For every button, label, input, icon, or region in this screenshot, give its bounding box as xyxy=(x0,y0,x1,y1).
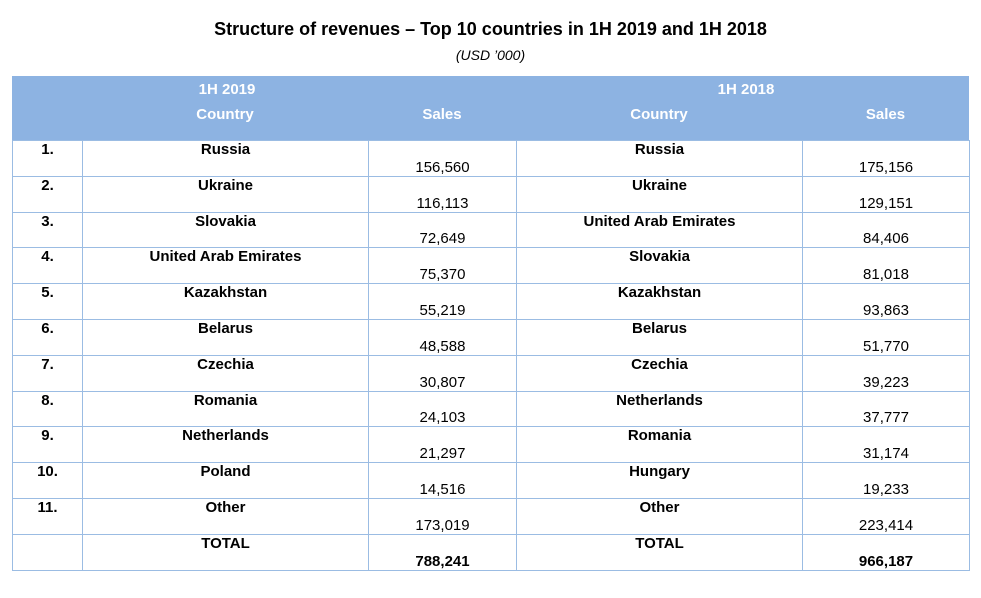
table-row: 2. Ukraine 116,113 Ukraine 129,151 xyxy=(12,175,970,213)
country-2019-cell: Ukraine xyxy=(82,175,369,213)
country-2018-cell: Belarus xyxy=(516,318,803,356)
sales-2018-cell: 19,233 xyxy=(802,462,970,499)
sales-2018-cell: 39,223 xyxy=(802,354,970,392)
country-2019-cell: Poland xyxy=(82,462,369,499)
table-row: 4. United Arab Emirates 75,370 Slovakia 81,0… xyxy=(12,247,970,285)
sales-2019-cell: 72,649 xyxy=(368,211,517,249)
sales-2019-cell: 156,560 xyxy=(368,140,517,177)
country-2018-cell: Romania xyxy=(516,426,803,464)
country-2019-cell: Belarus xyxy=(82,318,369,356)
country-2018-cell: United Arab Emirates xyxy=(516,211,803,249)
rank-cell: 10. xyxy=(12,462,83,499)
country-2019-header: Country xyxy=(196,106,254,123)
country-2018-header: Country xyxy=(630,106,688,123)
rank-cell: 1. xyxy=(12,140,83,177)
rank-cell: 5. xyxy=(12,283,83,320)
table-row: 5. Kazakhstan 55,219 Kazakhstan 93,863 xyxy=(12,283,970,320)
period-2018-label: 1H 2018 xyxy=(717,81,775,98)
sales-2019-cell: 21,297 xyxy=(368,426,517,464)
sales-2018-cell: 81,018 xyxy=(802,247,970,285)
table-row: 8. Romania 24,103 Netherlands 37,777 xyxy=(12,390,970,428)
table-header: 1H 2019 Country Sales 1H 2018 Country Sa… xyxy=(12,76,969,140)
country-2019-cell: Czechia xyxy=(82,354,369,392)
country-2019-cell: Other xyxy=(82,497,369,535)
rank-cell: 11. xyxy=(12,497,83,535)
country-2019-cell: Kazakhstan xyxy=(82,283,369,320)
sales-2018-cell: 51,770 xyxy=(802,318,970,356)
country-2019-cell: Romania xyxy=(82,390,369,428)
sales-2018-cell: 175,156 xyxy=(802,140,970,177)
country-2018-cell: Russia xyxy=(516,140,803,177)
table-row: 7. Czechia 30,807 Czechia 39,223 xyxy=(12,354,970,392)
table-row: 11. Other 173,019 Other 223,414 xyxy=(12,497,970,535)
country-2018-cell: Czechia xyxy=(516,354,803,392)
sales-2019-cell: 48,588 xyxy=(368,318,517,356)
table-row: 3. Slovakia 72,649 United Arab Emirates 84,4… xyxy=(12,211,970,249)
country-2018-cell: Other xyxy=(516,497,803,535)
sales-2019-cell: 30,807 xyxy=(368,354,517,392)
country-2019-cell: Netherlands xyxy=(82,426,369,464)
rank-cell: 8. xyxy=(12,390,83,428)
total-2019-sales: 788,241 xyxy=(368,533,517,571)
rank-cell: 2. xyxy=(12,175,83,213)
rank-cell: 3. xyxy=(12,211,83,249)
sales-2018-cell: 93,863 xyxy=(802,283,970,320)
country-2018-cell: Netherlands xyxy=(516,390,803,428)
sales-2018-cell: 31,174 xyxy=(802,426,970,464)
period-2019-label: 1H 2019 xyxy=(198,81,256,98)
table-row: 9. Netherlands 21,297 Romania 31,174 xyxy=(12,426,970,464)
table-title: Structure of revenues – Top 10 countries… xyxy=(214,19,767,39)
total-2018-label: TOTAL xyxy=(516,533,803,571)
country-2019-cell: Slovakia xyxy=(82,211,369,249)
table-row: 10. Poland 14,516 Hungary 19,233 xyxy=(12,462,970,499)
revenue-table: 1. Russia 156,560 Russia 175,156 2. Ukraine 116… xyxy=(12,140,970,571)
table-row: 1. Russia 156,560 Russia 175,156 xyxy=(12,140,970,177)
total-row: TOTAL 788,241 TOTAL 966,187 xyxy=(12,533,970,571)
sales-2018-cell: 223,414 xyxy=(802,497,970,535)
sales-2018-header: Sales xyxy=(865,106,906,123)
sales-2019-cell: 24,103 xyxy=(368,390,517,428)
sales-2018-cell: 84,406 xyxy=(802,211,970,249)
total-2019-label: TOTAL xyxy=(82,533,369,571)
rank-cell: 4. xyxy=(12,247,83,285)
sales-2018-cell: 129,151 xyxy=(802,175,970,213)
total-2018-sales: 966,187 xyxy=(802,533,970,571)
sales-2019-cell: 173,019 xyxy=(368,497,517,535)
sales-2019-cell: 14,516 xyxy=(368,462,517,499)
country-2019-cell: Russia xyxy=(82,140,369,177)
table-row: 6. Belarus 48,588 Belarus 51,770 xyxy=(12,318,970,356)
table-subtitle: (USD ’000) xyxy=(455,47,526,63)
sales-2019-cell: 55,219 xyxy=(368,283,517,320)
sales-2018-cell: 37,777 xyxy=(802,390,970,428)
sales-2019-header: Sales xyxy=(422,106,462,123)
country-2018-cell: Hungary xyxy=(516,462,803,499)
country-2018-cell: Ukraine xyxy=(516,175,803,213)
rank-cell: 9. xyxy=(12,426,83,464)
country-2018-cell: Kazakhstan xyxy=(516,283,803,320)
country-2019-cell: United Arab Emirates xyxy=(82,247,369,285)
rank-cell: 6. xyxy=(12,318,83,356)
rank-cell: 7. xyxy=(12,354,83,392)
country-2018-cell: Slovakia xyxy=(516,247,803,285)
sales-2019-cell: 116,113 xyxy=(368,175,517,213)
total-rank-cell xyxy=(12,533,83,571)
sales-2019-cell: 75,370 xyxy=(368,247,517,285)
